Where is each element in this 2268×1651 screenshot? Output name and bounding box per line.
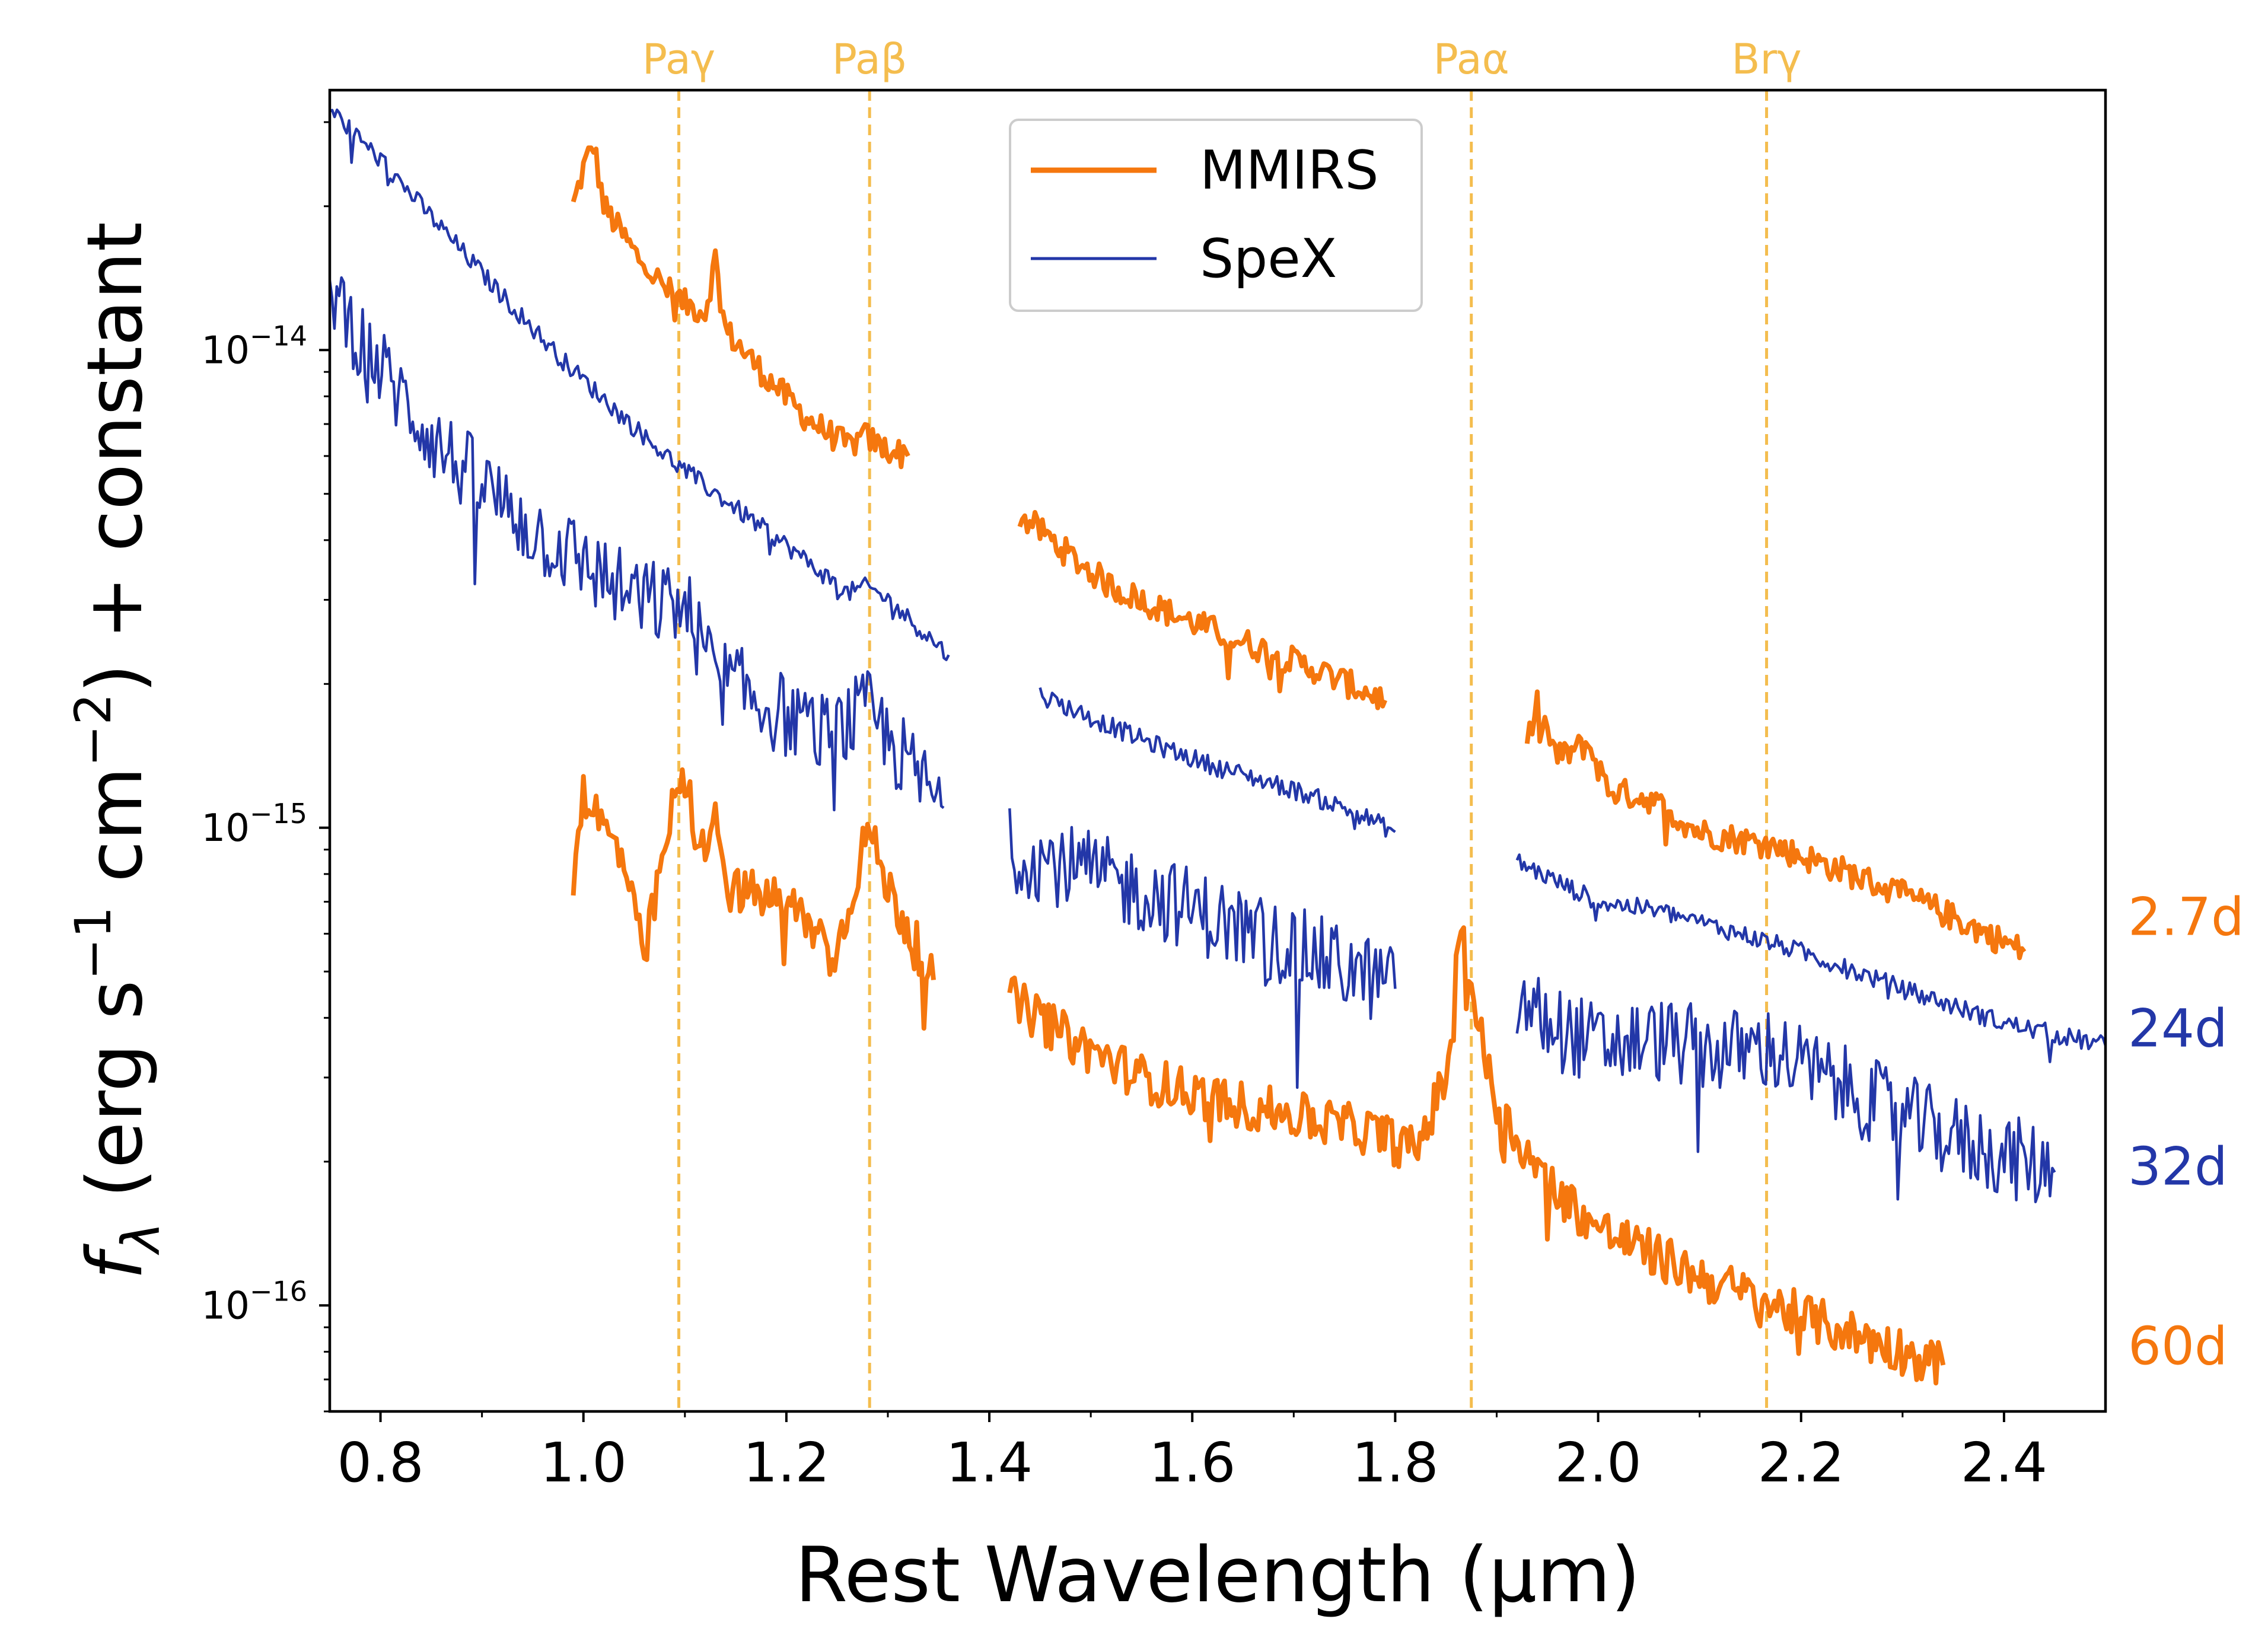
legend: MMIRS SpeX [1009, 119, 1423, 312]
x-tick-label-3: 1.4 [946, 1431, 1033, 1494]
spectrum-60d-segment-1 [1007, 925, 1946, 1386]
spectrum-2.7d-segment-1 [1017, 510, 1388, 710]
x-tick-label-1: 1.0 [540, 1431, 627, 1494]
spectrum-24d-segment-1 [1039, 687, 1396, 838]
x-tick-label-0: 0.8 [337, 1431, 423, 1494]
y-tick-label-1: 10−15 [201, 798, 307, 850]
reference-line-label-1: Paβ [832, 35, 907, 84]
legend-label-mmirs: MMIRS [1200, 139, 1379, 202]
x-tick-label-8: 2.4 [1961, 1431, 2047, 1494]
spectrum-24d-segment-0 [330, 108, 950, 661]
epoch-labels: 2.7d 24d 32d 60d [2128, 886, 2244, 1376]
plot-frame [328, 88, 2107, 1413]
reference-line-labels: Paγ Paβ Paα Brγ [642, 35, 1802, 84]
epoch-label-1: 24d [2128, 997, 2228, 1059]
x-axis-ticks: 0.8 1.0 1.2 1.4 1.6 1.8 2.0 2.2 2.4 [337, 1411, 2047, 1494]
y-tick-label-0: 10−14 [201, 320, 307, 372]
spectra-series [330, 108, 2105, 1386]
spectrum-2.7d-segment-0 [571, 145, 910, 470]
x-tick-label-4: 1.6 [1149, 1431, 1235, 1494]
spectrum-32d-segment-2 [1515, 977, 2056, 1203]
y-axis-title: fλ (erg s−1 cm−2) + constant [64, 222, 171, 1280]
spectrum-60d-segment-0 [571, 767, 936, 1031]
epoch-label-2: 32d [2128, 1136, 2228, 1197]
reference-line-label-3: Brγ [1731, 35, 1801, 84]
x-tick-label-2: 1.2 [743, 1431, 830, 1494]
spectrum-24d-segment-2 [1515, 853, 2105, 1063]
x-axis-title: Rest Wavelength (μm) [795, 1531, 1641, 1620]
x-tick-label-6: 2.0 [1555, 1431, 1641, 1494]
reference-line-label-2: Paα [1434, 35, 1509, 84]
y-axis-ticks: 10−14 10−15 10−16 [201, 121, 330, 1413]
y-tick-label-2: 10−16 [201, 1275, 307, 1328]
x-tick-label-7: 2.2 [1758, 1431, 1845, 1494]
reference-line-label-0: Paγ [642, 35, 715, 84]
spectrum-32d-segment-0 [330, 276, 945, 812]
epoch-label-0: 2.7d [2128, 886, 2244, 947]
reference-lines [677, 90, 1769, 1411]
legend-label-spex: SpeX [1200, 228, 1337, 290]
x-tick-label-5: 1.8 [1352, 1431, 1438, 1494]
epoch-label-3: 60d [2128, 1316, 2228, 1377]
spectrum-2.7d-segment-2 [1524, 689, 2027, 961]
spectrum-32d-segment-1 [1008, 808, 1397, 1089]
